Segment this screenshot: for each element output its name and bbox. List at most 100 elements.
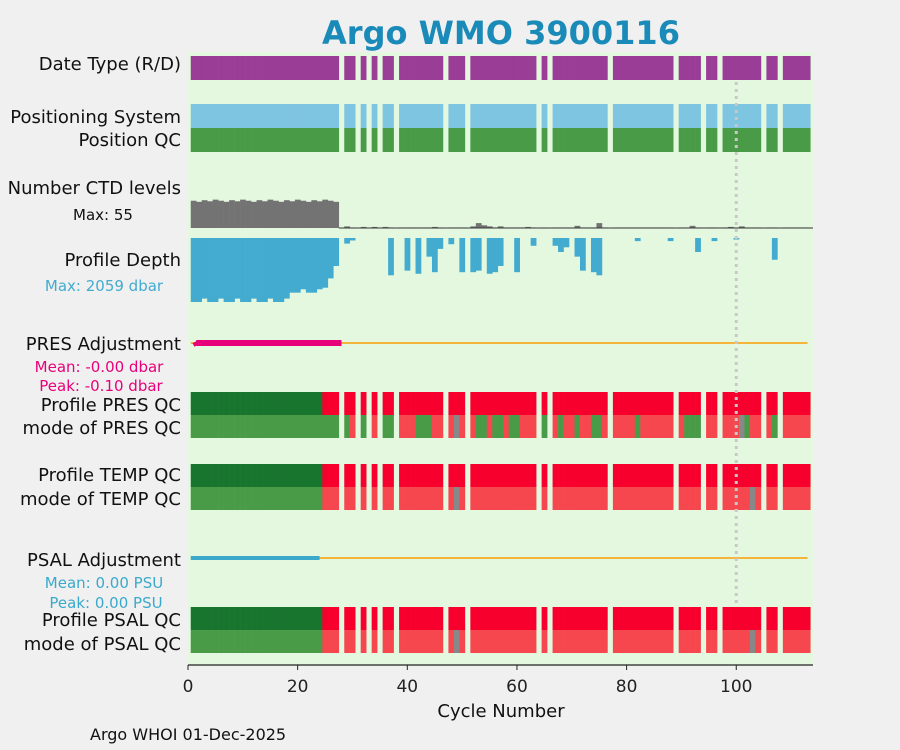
- date-type-bar: [749, 56, 756, 80]
- mode-psal-qc-bar: [251, 630, 257, 653]
- x-tick-label: 40: [396, 677, 418, 697]
- mode-temp-qc-bar: [207, 487, 213, 510]
- profile-psal-qc-bar: [371, 607, 378, 630]
- positioning-bar: [738, 104, 745, 128]
- ctd-levels-bar: [305, 201, 312, 228]
- position-qc-bar: [360, 128, 367, 152]
- positioning-bar: [349, 104, 356, 128]
- positioning-bar: [256, 104, 263, 128]
- mode-psal-qc-bar: [421, 630, 427, 653]
- position-qc-bar: [744, 128, 751, 152]
- profile-psal-qc-bar: [656, 607, 663, 630]
- positioning-bar: [656, 104, 663, 128]
- date-type-bar: [431, 56, 438, 80]
- profile-pres-qc-bar: [190, 392, 197, 415]
- profile-temp-qc-bar: [196, 464, 203, 487]
- mode-temp-qc-bar: [558, 487, 564, 510]
- mode-pres-qc-bar: [766, 415, 773, 438]
- position-qc-bar: [738, 128, 745, 152]
- profile-pres-qc-bar: [749, 392, 756, 415]
- profile-pres-qc-bar: [689, 392, 696, 415]
- mode-pres-qc-bar: [662, 415, 669, 438]
- profile-psal-qc-bar: [569, 607, 575, 630]
- mode-psal-qc-bar: [311, 630, 318, 653]
- mode-psal-qc-bar: [470, 630, 477, 653]
- profile-temp-qc-bar: [426, 464, 433, 487]
- date-type-bar: [223, 56, 230, 80]
- date-type-bar: [645, 56, 652, 80]
- profile-psal-qc-bar: [667, 607, 674, 630]
- ctd-levels-bar: [475, 223, 482, 228]
- position-qc-bar: [590, 128, 597, 152]
- position-qc-bar: [223, 128, 230, 152]
- position-qc-bar: [289, 128, 296, 152]
- mode-pres-qc-bar: [344, 415, 351, 438]
- position-qc-bar: [585, 128, 592, 152]
- mode-psal-qc-bar: [475, 630, 482, 653]
- mode-temp-qc-bar: [744, 487, 751, 510]
- profile-temp-qc-bar: [590, 464, 597, 487]
- position-qc-bar: [728, 128, 734, 152]
- positioning-bar: [497, 104, 504, 128]
- profile-pres-qc-bar: [453, 392, 460, 415]
- mode-pres-qc-bar: [738, 415, 745, 438]
- mode-pres-qc-bar: [706, 415, 712, 438]
- date-type-bar: [585, 56, 592, 80]
- mode-psal-qc-bar: [634, 630, 641, 653]
- profile-temp-qc-bar: [711, 464, 718, 487]
- date-type-bar: [234, 56, 241, 80]
- positioning-bar: [421, 104, 427, 128]
- ctd-levels-bar: [262, 201, 268, 228]
- date-type-bar: [728, 56, 734, 80]
- profile-temp-qc-bar: [662, 464, 669, 487]
- mode-psal-qc-bar: [431, 630, 438, 653]
- mode-pres-qc-bar: [448, 415, 455, 438]
- positioning-bar: [481, 104, 488, 128]
- position-qc-bar: [782, 128, 789, 152]
- profile-pres-qc-bar: [519, 392, 526, 415]
- mode-temp-qc-bar: [689, 487, 696, 510]
- profile-depth-bar: [234, 238, 241, 299]
- profile-temp-qc-bar: [311, 464, 318, 487]
- position-qc-bar: [601, 128, 608, 152]
- profile-temp-qc-bar: [399, 464, 405, 487]
- mode-pres-qc-bar: [437, 415, 444, 438]
- mode-psal-qc-bar: [448, 630, 455, 653]
- mode-pres-qc-bar: [294, 415, 301, 438]
- profile-temp-qc-bar: [766, 464, 773, 487]
- mode-temp-qc-bar: [733, 487, 740, 510]
- profile-psal-qc-bar: [530, 607, 537, 630]
- depth-max-label: Max: 2059 dbar: [45, 277, 164, 295]
- positioning-bar: [289, 104, 296, 128]
- profile-temp-qc-bar: [410, 464, 416, 487]
- ctd-levels-bar: [240, 199, 246, 228]
- profile-depth-bar: [415, 238, 422, 274]
- profile-psal-qc-bar: [782, 607, 789, 630]
- date-type-bar: [618, 56, 625, 80]
- mode-temp-qc-bar: [684, 487, 690, 510]
- position-qc-bar: [311, 128, 318, 152]
- position-qc-bar: [207, 128, 213, 152]
- profile-pres-qc-bar: [788, 392, 795, 415]
- profile-pres-qc-bar: [793, 392, 800, 415]
- mode-psal-qc-bar: [201, 630, 208, 653]
- positioning-bar: [662, 104, 669, 128]
- positioning-bar: [788, 104, 795, 128]
- position-qc-bar: [558, 128, 564, 152]
- date-type-bar: [711, 56, 718, 80]
- position-qc-bar: [234, 128, 241, 152]
- profile-psal-qc-bar: [388, 607, 394, 630]
- ctd-levels-bar: [382, 226, 389, 228]
- mode-pres-qc-bar: [278, 415, 285, 438]
- mode-temp-qc-bar: [360, 487, 367, 510]
- profile-psal-qc-bar: [404, 607, 411, 630]
- profile-temp-qc-bar: [601, 464, 608, 487]
- profile-psal-qc-bar: [470, 607, 477, 630]
- profile-pres-qc-bar: [492, 392, 499, 415]
- profile-depth-bar: [196, 238, 203, 302]
- mode-temp-qc-bar: [399, 487, 405, 510]
- profile-temp-qc-bar: [190, 464, 197, 487]
- positioning-bar: [475, 104, 482, 128]
- mode-psal-qc-bar: [399, 630, 405, 653]
- mode-pres-qc-bar: [749, 415, 756, 438]
